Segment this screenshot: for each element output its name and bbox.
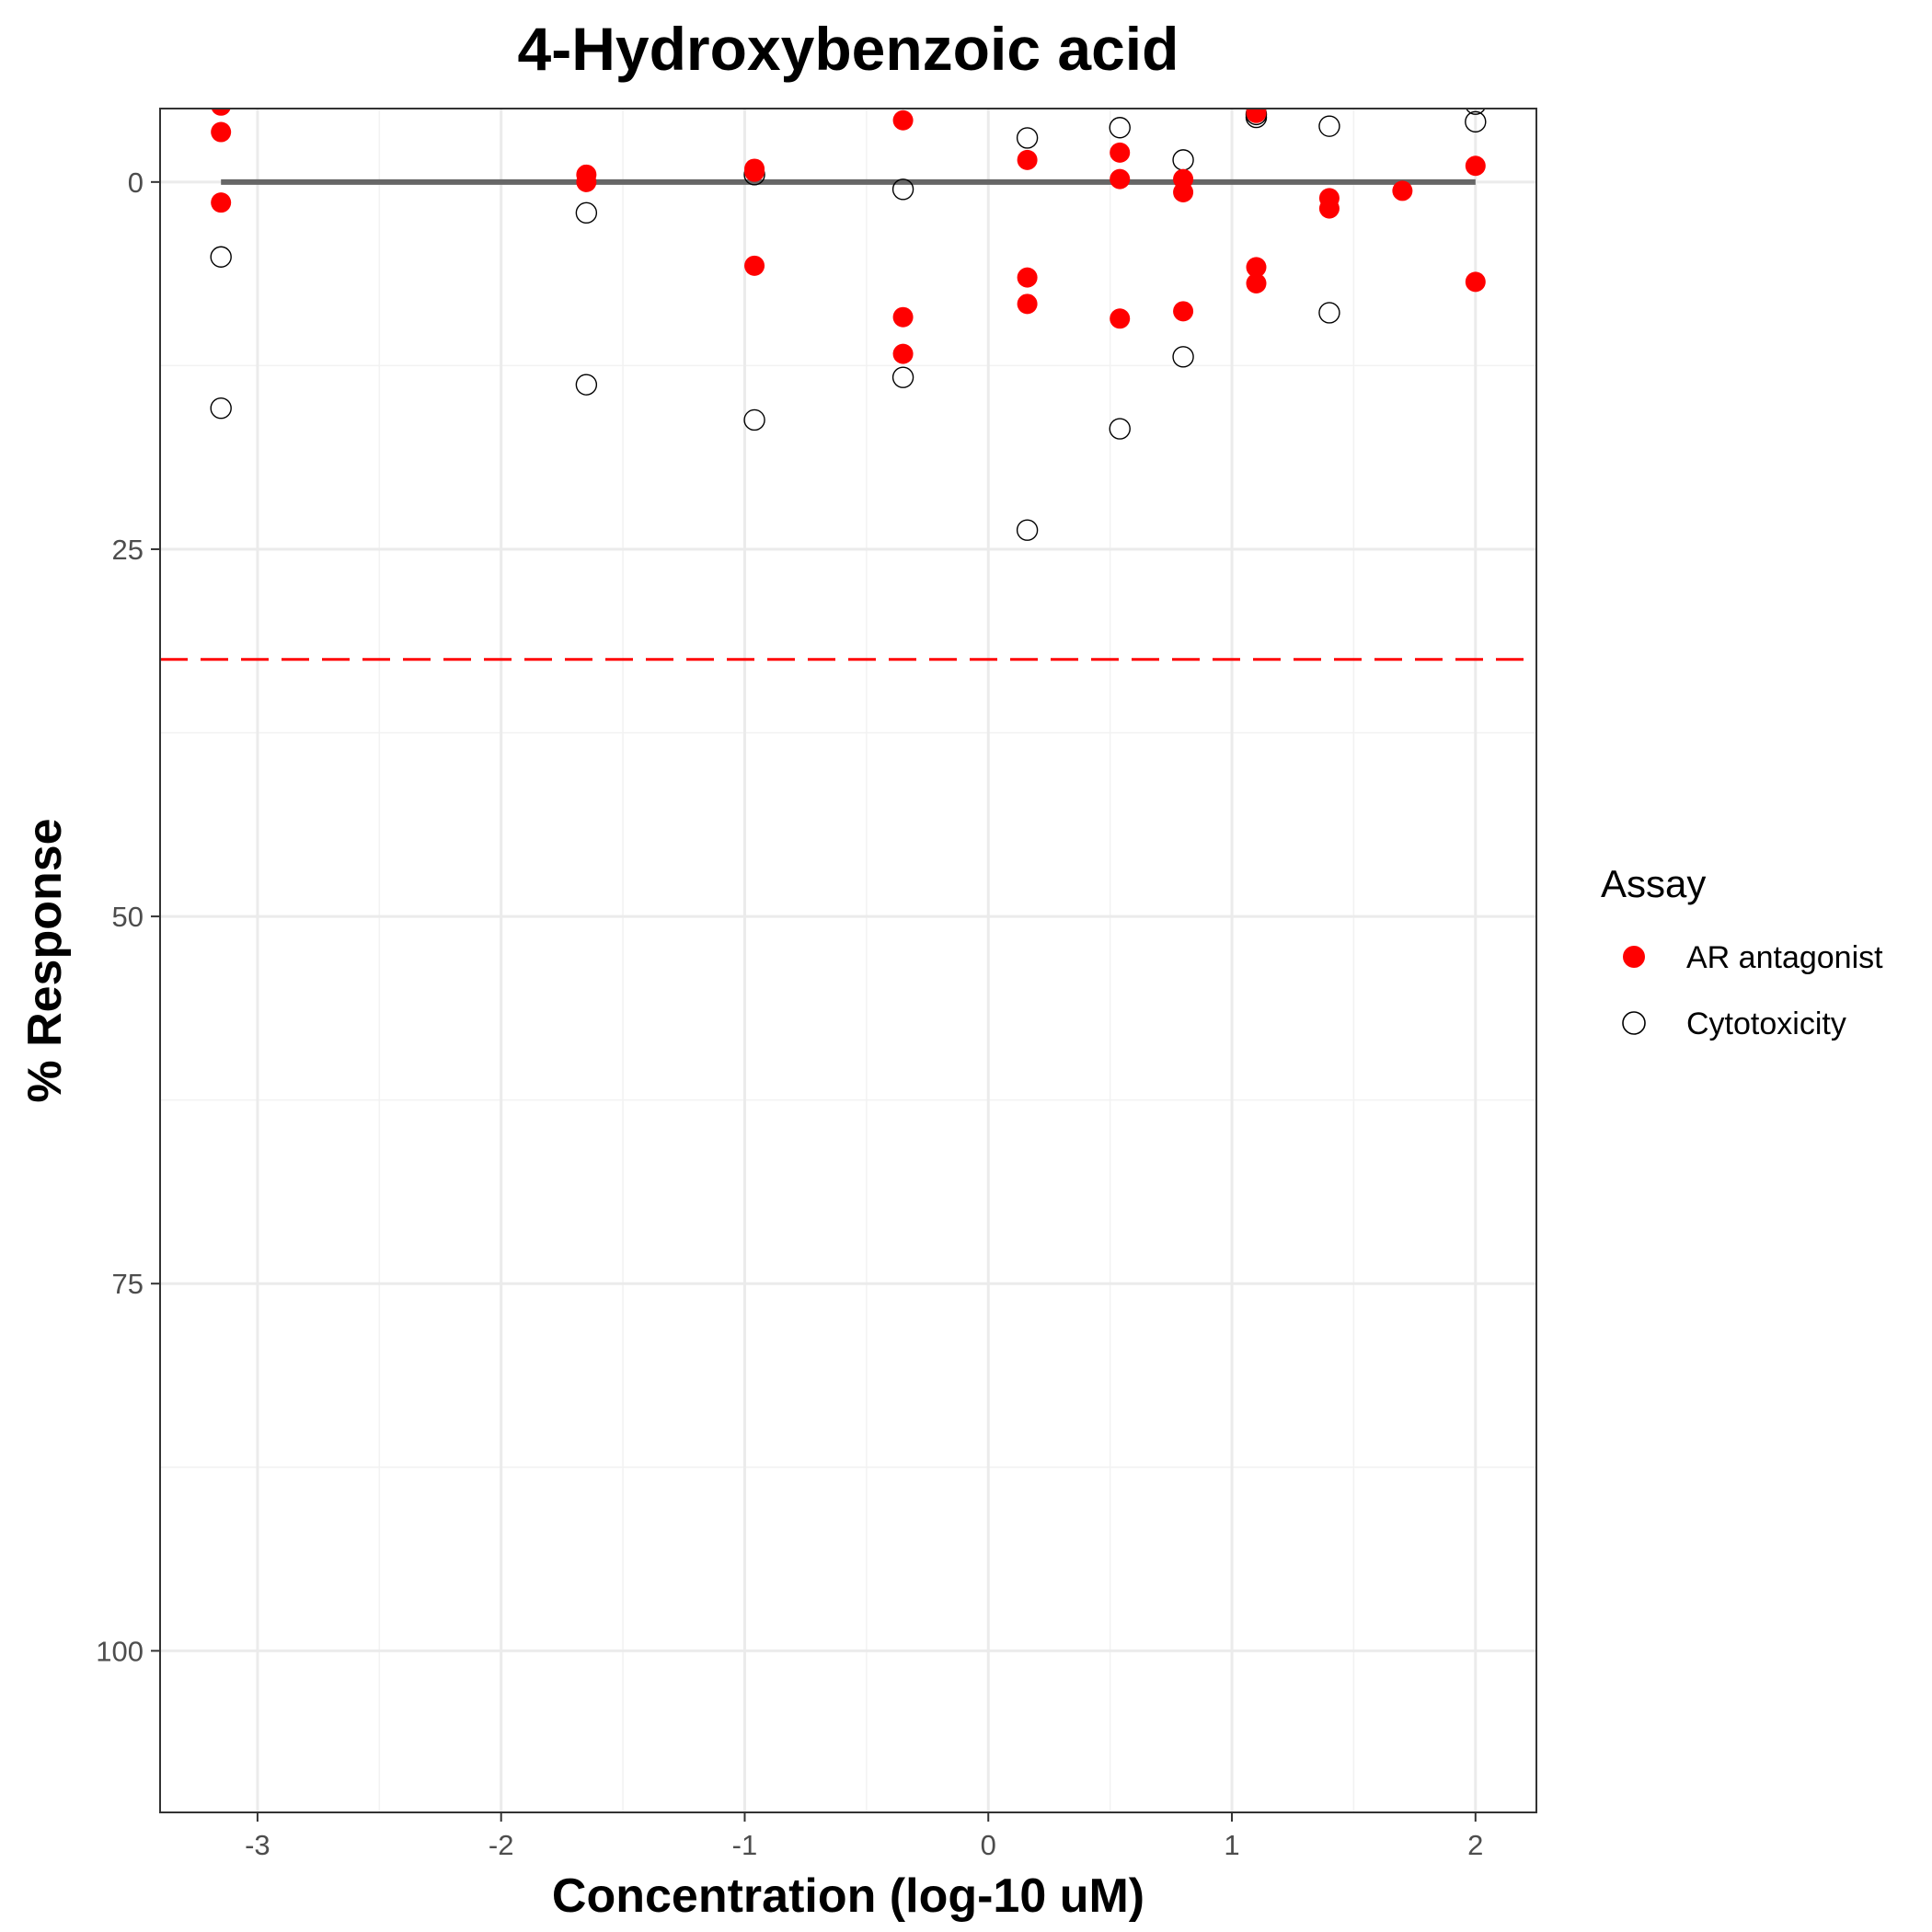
y-tick-label: 0	[128, 167, 144, 199]
y-tick-label: 100	[96, 1635, 144, 1667]
axis-ticks: -3 -2 -1 0 1 2 0 25 50 75 100	[96, 167, 1483, 1861]
data-points	[210, 88, 1487, 541]
ar-antagonist-point	[1110, 308, 1131, 329]
ar-antagonist-point	[211, 109, 231, 116]
plot-border	[159, 108, 1537, 1813]
cytotoxicity-point	[1109, 418, 1131, 440]
cytotoxicity-point	[743, 408, 765, 431]
cytotoxicity-point	[575, 374, 598, 396]
legend-title: Assay	[1601, 862, 1706, 905]
chart-title: 4-Hydroxybenzoic acid	[518, 15, 1179, 83]
cytotoxicity-point	[1016, 127, 1039, 149]
ar-antagonist-point	[744, 255, 765, 276]
ar-antagonist-point	[1246, 109, 1267, 123]
ar-antagonist-point	[892, 343, 914, 364]
cytotoxicity-point	[1318, 115, 1340, 137]
y-axis-title: % Response	[18, 818, 72, 1102]
ar-antagonist-point	[1173, 301, 1194, 322]
ar-antagonist-point	[892, 109, 914, 131]
cytotoxicity-point	[210, 246, 232, 268]
legend-key-cytotoxicity	[1622, 1011, 1646, 1035]
legend-label-ar-antagonist: AR antagonist	[1686, 940, 1883, 975]
y-tick-label: 50	[112, 901, 144, 933]
y-tick-label: 25	[112, 534, 144, 566]
cytotoxicity-point	[210, 397, 232, 420]
ar-antagonist-point	[1173, 182, 1194, 203]
x-axis-title: Concentration (log-10 uM)	[552, 1869, 1144, 1923]
x-tick-label: -2	[489, 1829, 514, 1861]
ar-antagonist-point	[1392, 180, 1413, 201]
y-tick-label: 75	[112, 1268, 144, 1300]
ar-antagonist-point	[1465, 155, 1486, 177]
cytotoxicity-point	[1245, 109, 1268, 129]
ar-antagonist-point	[1465, 271, 1486, 293]
ar-antagonist-point	[1017, 293, 1038, 315]
ar-antagonist-point	[1110, 142, 1131, 163]
x-tick-label: -1	[732, 1829, 758, 1861]
plot-background	[160, 109, 1536, 1812]
cytotoxicity-point	[575, 201, 598, 224]
grid-layer	[160, 109, 1536, 1812]
ar-antagonist-point	[1017, 149, 1038, 170]
legend: Assay AR antagonist Cytotoxicity	[1601, 862, 1883, 1041]
ar-antagonist-point	[1246, 272, 1267, 293]
cytotoxicity-point	[891, 178, 914, 201]
x-tick-label: -3	[245, 1829, 270, 1861]
ar-antagonist-point	[211, 192, 232, 213]
x-tick-label: 1	[1224, 1829, 1239, 1861]
ar-antagonist-point	[1318, 198, 1340, 219]
ar-antagonist-point	[744, 161, 765, 182]
x-tick-label: 0	[981, 1829, 996, 1861]
ar-antagonist-point	[1246, 257, 1267, 278]
cytotoxicity-point	[1016, 519, 1039, 541]
cytotoxicity-point	[891, 366, 914, 388]
ar-antagonist-point	[1017, 267, 1038, 288]
cytotoxicity-point	[1465, 110, 1487, 133]
x-tick-label: 2	[1467, 1829, 1483, 1861]
cytotoxicity-point	[1172, 346, 1194, 368]
cytotoxicity-point	[1109, 117, 1131, 139]
ar-antagonist-point	[892, 306, 914, 328]
ar-antagonist-point	[1110, 168, 1131, 190]
reference-lines	[160, 178, 1536, 661]
cytotoxicity-point	[1318, 302, 1340, 324]
legend-key-ar-antagonist	[1623, 946, 1645, 968]
cytotoxicity-point	[1466, 109, 1486, 115]
legend-label-cytotoxicity: Cytotoxicity	[1686, 1006, 1846, 1041]
ar-antagonist-point	[1392, 88, 1412, 109]
ar-antagonist-point	[211, 121, 232, 143]
ar-antagonist-point	[576, 171, 597, 192]
